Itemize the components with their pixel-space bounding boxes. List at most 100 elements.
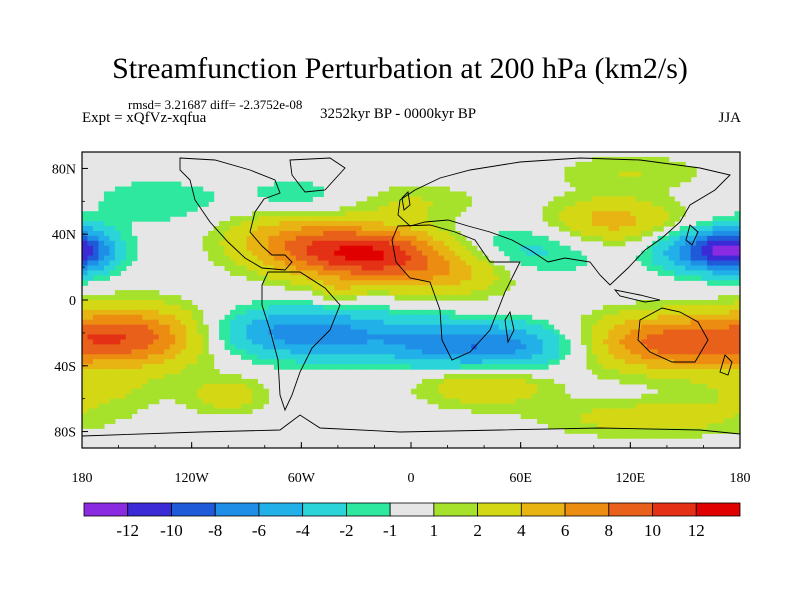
- field-cell: [328, 364, 335, 370]
- field-cell: [197, 324, 204, 331]
- field-cell: [334, 230, 341, 237]
- field-cell: [197, 408, 204, 415]
- field-cell: [498, 344, 505, 350]
- field-cell: [389, 206, 396, 212]
- field-cell: [367, 235, 374, 242]
- field-cell: [718, 359, 725, 365]
- field-cell: [504, 349, 511, 355]
- field-cell: [657, 156, 664, 163]
- field-cell: [635, 344, 642, 350]
- field-cell: [109, 383, 116, 390]
- field-cell: [125, 295, 132, 301]
- field-cell: [367, 230, 374, 237]
- field-cell: [679, 211, 686, 217]
- field-cell: [202, 378, 209, 385]
- field-cell: [125, 191, 132, 197]
- field-cell: [350, 364, 357, 370]
- field-cell: [109, 309, 116, 316]
- field-cell: [389, 290, 396, 296]
- field-cell: [208, 250, 215, 257]
- field-cell: [723, 388, 730, 395]
- field-cell: [257, 388, 264, 395]
- field-cell: [597, 329, 604, 336]
- field-cell: [515, 374, 522, 380]
- field-cell: [685, 418, 692, 424]
- field-cell: [400, 230, 407, 237]
- field-cell: [668, 270, 675, 276]
- field-cell: [153, 186, 160, 193]
- field-cell: [460, 314, 467, 321]
- field-cell: [98, 369, 105, 375]
- field-cell: [416, 250, 423, 257]
- field-cell: [679, 334, 686, 341]
- field-cell: [317, 359, 324, 365]
- field-cell: [153, 295, 160, 301]
- field-cell: [531, 339, 538, 345]
- field-cell: [734, 314, 740, 321]
- field-cell: [92, 304, 100, 311]
- field-cell: [537, 255, 544, 262]
- field-cell: [553, 413, 560, 419]
- field-cell: [114, 359, 121, 365]
- field-cell: [92, 319, 100, 326]
- field-cell: [257, 309, 264, 316]
- field-cell: [273, 250, 280, 257]
- field-cell: [268, 235, 275, 242]
- field-cell: [186, 196, 193, 202]
- field-cell: [350, 285, 357, 291]
- field-cell: [520, 329, 527, 336]
- field-cell: [191, 319, 198, 326]
- field-cell: [537, 334, 544, 341]
- field-cell: [476, 270, 483, 276]
- field-cell: [197, 383, 204, 390]
- field-cell: [537, 260, 544, 267]
- field-cell: [718, 304, 725, 311]
- field-cell: [443, 280, 450, 286]
- field-cell: [295, 344, 302, 350]
- field-cell: [323, 290, 330, 296]
- field-cell: [723, 403, 730, 410]
- field-cell: [504, 240, 511, 247]
- field-cell: [164, 181, 171, 188]
- field-cell: [564, 216, 571, 222]
- field-cell: [186, 191, 193, 197]
- field-cell: [279, 211, 286, 217]
- field-cell: [701, 369, 708, 375]
- field-cell: [570, 403, 577, 410]
- field-cell: [356, 240, 363, 247]
- field-cell: [608, 206, 615, 212]
- field-cell: [570, 166, 577, 173]
- field-cell: [427, 216, 434, 222]
- field-cell: [520, 413, 527, 419]
- field-cell: [575, 398, 582, 405]
- field-cell: [92, 230, 100, 237]
- field-cell: [367, 265, 374, 271]
- field-cell: [257, 245, 264, 252]
- field-cell: [175, 374, 182, 380]
- field-cell: [411, 265, 418, 271]
- field-cell: [608, 354, 615, 360]
- field-cell: [361, 275, 368, 281]
- field-cell: [668, 265, 675, 271]
- field-cell: [295, 235, 302, 242]
- field-cell: [284, 339, 291, 345]
- field-cell: [169, 339, 176, 345]
- field-cell: [230, 403, 237, 410]
- field-cell: [191, 186, 198, 193]
- stats-line: rmsd= 3.21687 diff= -2.3752e-08: [128, 97, 303, 112]
- field-cell: [707, 304, 714, 311]
- field-cell: [580, 191, 588, 197]
- field-cell: [718, 418, 725, 424]
- field-cell: [454, 285, 461, 291]
- x-axis: 180 120W 60W 0 60E 120E 180: [72, 442, 751, 486]
- field-cell: [334, 260, 341, 267]
- field-cell: [707, 265, 714, 271]
- field-cell: [487, 388, 494, 395]
- colorbar-box: [652, 502, 697, 517]
- field-cell: [279, 364, 286, 370]
- field-cell: [685, 374, 692, 380]
- field-cell: [103, 334, 111, 341]
- field-cell: [125, 329, 132, 336]
- field-cell: [262, 186, 270, 193]
- field-cell: [597, 398, 604, 405]
